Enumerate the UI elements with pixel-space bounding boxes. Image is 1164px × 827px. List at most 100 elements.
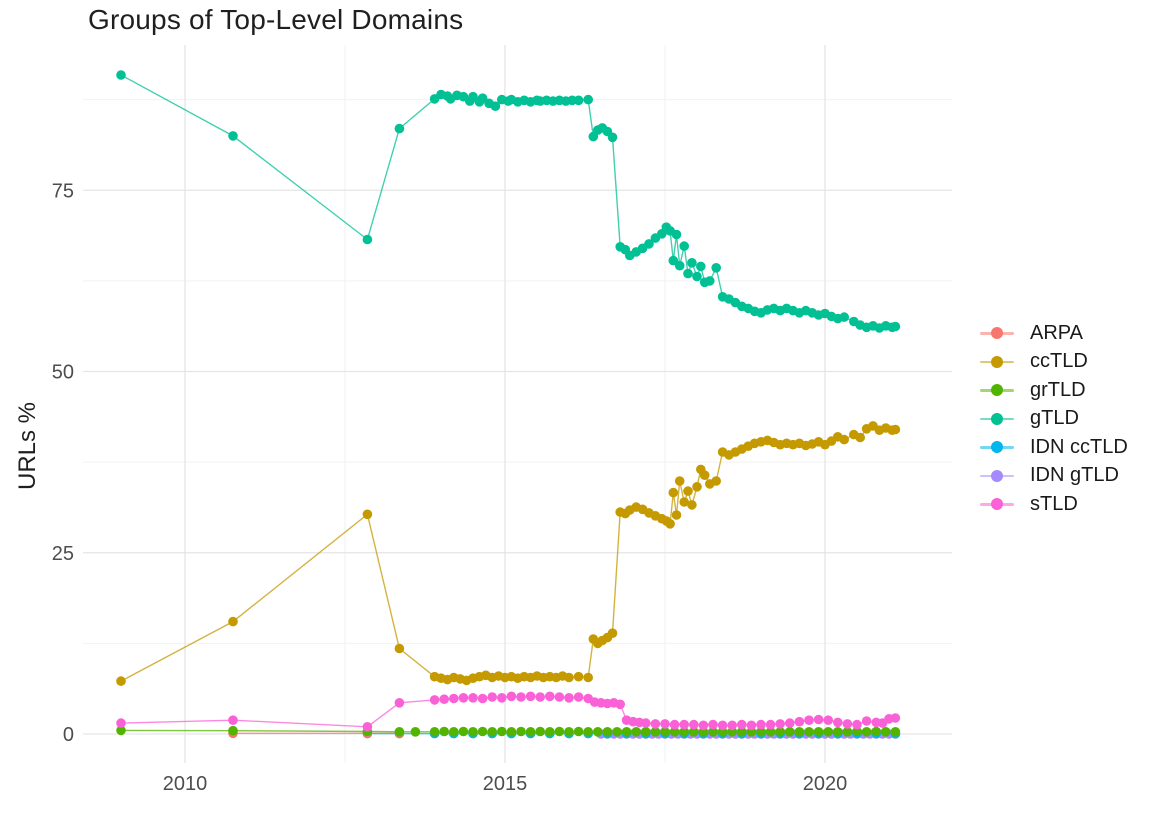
data-point [674,476,685,486]
data-point [573,726,584,737]
data-point [765,719,776,730]
data-point [621,727,632,737]
data-point [228,616,238,627]
y-axis-title: URLs % [14,401,41,490]
data-point [775,727,785,737]
data-point [668,255,679,266]
data-point [477,693,488,704]
series-gtld [116,70,901,333]
y-tick-label: 75 [52,180,74,202]
legend-item-stld: sTLD [980,490,1128,519]
data-point [689,719,699,730]
series-stld [116,691,901,732]
data-point [631,727,641,737]
legend-key-icon [980,497,1014,511]
data-point [855,432,865,443]
data-point [116,718,126,728]
data-point [861,716,872,726]
legend: ARPA ccTLD grTLD gTLD IDN ccTLD IDN gTLD sTLD [980,319,1128,519]
legend-key-icon [980,326,1014,340]
data-point [439,726,450,737]
data-point [506,691,517,702]
data-point [671,229,682,240]
legend-label: ccTLD [1030,350,1088,373]
data-point [842,727,853,737]
series-cctld [116,421,901,686]
data-point [449,727,459,737]
data-point [737,719,747,730]
data-point [583,94,593,105]
data-point [813,727,824,737]
legend-item-cctld: ccTLD [980,348,1128,377]
data-point [890,424,901,435]
data-point [692,271,702,282]
y-tick-label: 25 [52,543,74,565]
legend-item-idn-cctld: IDN ccTLD [980,433,1128,462]
data-point [842,719,853,729]
data-point [394,643,405,654]
data-point [813,714,824,725]
data-point [449,693,459,704]
data-point [756,727,766,737]
data-point [871,726,881,737]
data-point [794,716,805,727]
data-point [554,692,565,702]
data-point [490,101,501,111]
legend-item-arpa: ARPA [980,319,1128,348]
legend-key-icon [980,412,1014,426]
data-point [535,726,545,737]
data-point [468,91,478,102]
data-point [833,727,843,737]
data-point [554,726,565,737]
data-point [861,727,872,737]
data-point [890,727,901,737]
data-point [116,70,126,80]
data-point [583,727,593,737]
data-point [698,720,709,731]
data-point [116,725,126,736]
data-point [564,693,574,703]
data-point [660,727,670,737]
data-point [487,692,498,702]
data-point [692,482,702,492]
data-point [823,715,833,725]
data-point [823,727,833,737]
data-point [708,727,718,737]
legend-key-dot [991,498,1003,511]
data-point [362,722,373,732]
legend-key-icon [980,355,1014,369]
data-point [775,719,785,729]
data-point [737,727,747,737]
data-point [573,692,584,702]
data-point [607,132,618,143]
data-point [650,719,661,729]
data-point [564,672,574,683]
data-point [516,726,526,737]
data-point [794,727,805,737]
data-point [641,718,651,728]
data-point [881,727,891,737]
data-point [660,719,670,729]
legend-label: gTLD [1030,407,1079,430]
data-point [756,719,766,730]
data-point [573,671,584,682]
data-point [669,719,680,730]
data-point [890,321,901,332]
data-point [679,241,689,251]
data-point [228,131,238,141]
legend-key-icon [980,469,1014,483]
data-point [573,95,584,106]
data-point [439,694,450,704]
legend-item-gtld: gTLD [980,405,1128,434]
legend-label: IDN ccTLD [1030,435,1128,458]
data-point [228,725,238,736]
data-point [458,726,469,737]
data-point [525,727,536,737]
page-title: Groups of Top-Level Domains [88,4,464,35]
data-point [394,123,405,134]
legend-key-dot [991,327,1003,340]
data-point [687,258,697,268]
data-point [650,727,661,737]
data-point [696,261,706,272]
